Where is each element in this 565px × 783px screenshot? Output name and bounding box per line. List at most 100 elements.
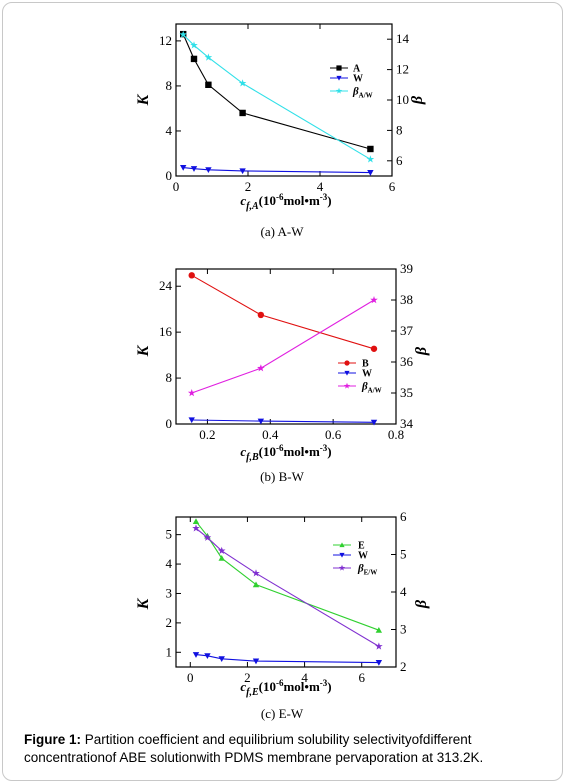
x-axis-label: cf,B(10-6mol•m-3) — [240, 443, 331, 463]
y-right-tick-label: 38 — [400, 292, 413, 307]
x-tick-label: 0.4 — [262, 427, 279, 442]
y-left-axis-label: K — [135, 344, 152, 357]
data-point-series-2 — [217, 546, 226, 554]
y-left-tick-label: 8 — [166, 78, 173, 93]
x-axis-label-part: -6 — [276, 443, 284, 453]
x-tick-label: 2 — [245, 179, 252, 194]
x-axis-label-part: f,E — [246, 687, 259, 698]
x-tick-label: 0.8 — [388, 427, 404, 442]
x-axis-label-part: -3 — [320, 192, 328, 202]
panel-caption: (c) E-W — [261, 706, 304, 721]
x-axis-label-part: c — [240, 193, 246, 208]
data-point-series-2 — [179, 30, 187, 38]
series-line-0 — [191, 274, 375, 350]
y-right-tick-label: 37 — [400, 323, 414, 338]
x-axis-label-part: ) — [327, 444, 331, 459]
y-left-tick-label: 12 — [159, 33, 172, 48]
y-right-tick-label: 4 — [400, 584, 407, 599]
legend-marker — [335, 87, 343, 94]
data-point-series-0 — [257, 311, 265, 319]
panel-caption: (a) A-W — [261, 224, 305, 239]
x-tick-label: 2 — [244, 670, 251, 685]
data-point-series-2 — [187, 389, 196, 397]
x-axis-label-part: (10 — [259, 679, 276, 694]
y-left-tick-label: 0 — [166, 168, 173, 183]
y-left-tick-label: 2 — [166, 615, 173, 630]
x-axis-label-part: (10 — [259, 444, 276, 459]
legend-marker — [344, 370, 350, 376]
legend-label-main: W — [353, 74, 363, 85]
data-point-series-1 — [188, 417, 195, 424]
data-point-series-0 — [252, 581, 260, 588]
x-axis-label-part: mol•m — [283, 679, 319, 694]
caption-text: Partition coefficient and equilibrium so… — [24, 732, 484, 765]
y-left-axis-label: K — [135, 597, 152, 610]
x-tick-label: 6 — [358, 670, 365, 685]
legend-label: βA/W — [361, 381, 382, 395]
data-point-series-2 — [203, 533, 212, 541]
y-right-tick-label: 6 — [396, 153, 403, 168]
data-point-series-1 — [190, 166, 198, 172]
data-point-series-0 — [370, 345, 378, 352]
figure-caption: Figure 1: Partition coefficient and equi… — [24, 731, 554, 767]
y-right-axis-label: β — [413, 346, 430, 356]
x-axis-label-part: mol•m — [283, 193, 319, 208]
y-right-tick-label: 6 — [400, 509, 407, 524]
panel-caption: (b) B-W — [260, 469, 304, 484]
data-point-series-1 — [192, 652, 200, 658]
series-line-0 — [182, 33, 371, 150]
x-axis-label-part: -6 — [276, 192, 284, 202]
legend-marker — [343, 382, 351, 389]
data-point-series-0 — [190, 55, 198, 63]
y-right-axis-label: β — [409, 95, 426, 105]
y-left-tick-label: 1 — [166, 644, 173, 659]
legend-label-main: β — [352, 86, 359, 98]
x-axis-label-part: c — [240, 679, 246, 694]
data-point-series-1 — [180, 164, 187, 171]
data-point-series-2 — [192, 524, 200, 532]
y-right-tick-label: 10 — [396, 92, 409, 107]
x-axis-label-part: mol•m — [283, 444, 319, 459]
series-line-0 — [195, 521, 380, 631]
series-line-1 — [191, 419, 375, 423]
data-point-series-1 — [375, 660, 383, 666]
data-point-series-1 — [205, 167, 212, 174]
x-tick-label: 4 — [317, 179, 324, 194]
y-right-tick-label: 36 — [400, 354, 414, 369]
legend-label-main: E — [358, 541, 365, 552]
y-left-axis-label: K — [135, 93, 152, 106]
y-left-tick-label: 16 — [159, 324, 173, 339]
legend-label: W — [353, 74, 363, 85]
legend-label-sub: A/W — [359, 92, 373, 100]
x-axis-label: cf,A(10-6mol•m-3) — [240, 192, 331, 212]
data-point-series-0 — [218, 554, 225, 561]
x-tick-label: 0 — [173, 179, 180, 194]
y-right-tick-label: 2 — [400, 659, 407, 674]
data-point-series-2 — [204, 53, 213, 61]
data-point-series-0 — [192, 518, 200, 524]
data-point-series-2 — [370, 296, 378, 304]
legend-label-main: W — [362, 369, 372, 380]
legend-marker — [336, 75, 342, 81]
data-point-series-2 — [252, 569, 260, 577]
x-axis-label: cf,E(10-6mol•m-3) — [240, 678, 331, 698]
data-point-series-0 — [205, 81, 212, 88]
legend-label-sub: A/W — [368, 387, 382, 395]
legend-label: W — [362, 369, 372, 380]
y-right-tick-label: 3 — [400, 622, 407, 637]
caption-label: Figure 1: — [24, 732, 82, 747]
y-left-tick-label: 4 — [166, 123, 173, 138]
y-right-tick-label: 39 — [400, 261, 413, 276]
x-axis-label-part: -3 — [320, 678, 328, 688]
x-axis-label-part: -6 — [276, 678, 284, 688]
legend-label-main: β — [357, 563, 364, 575]
x-axis-label-part: c — [240, 444, 246, 459]
series-line-2 — [195, 527, 380, 647]
data-point-series-1 — [257, 418, 265, 425]
legend-label-main: B — [362, 359, 369, 370]
y-right-axis-label: β — [413, 599, 430, 609]
